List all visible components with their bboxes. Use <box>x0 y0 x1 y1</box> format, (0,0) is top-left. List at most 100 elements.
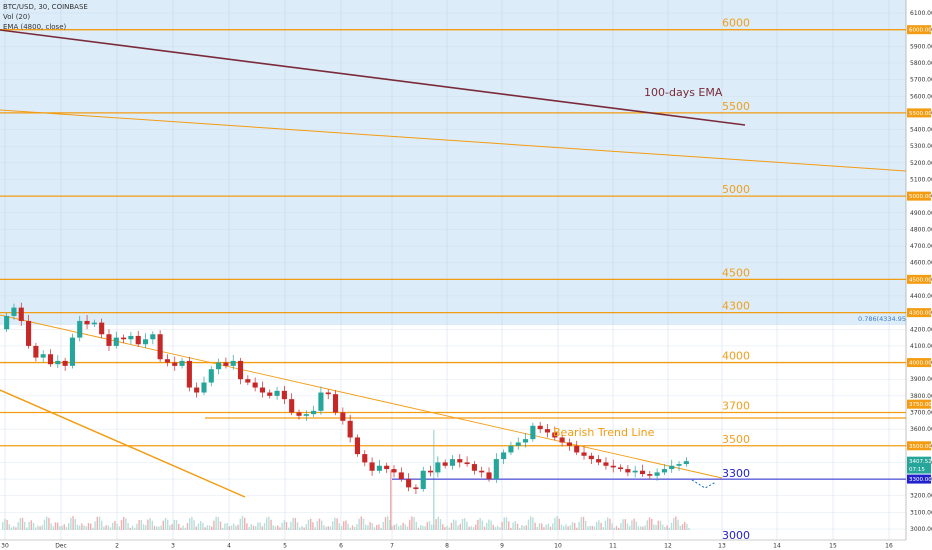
x-tick-10: 10 <box>554 543 562 550</box>
volume-bars <box>2 430 690 530</box>
fib-annotation: 0.786(4334.95) <box>858 315 909 323</box>
volume-bar <box>15 527 17 530</box>
x-tick-4: 4 <box>227 543 231 550</box>
candle-body-59 <box>435 462 441 473</box>
volume-bar <box>250 524 252 530</box>
volume-bar <box>681 524 684 530</box>
volume-bar <box>325 526 327 530</box>
volume-bar <box>43 519 46 530</box>
price-tag-7 <box>907 441 931 451</box>
volume-bar <box>347 523 349 530</box>
volume-bar <box>437 516 439 530</box>
candle-body-67 <box>493 459 499 480</box>
candle-body-73 <box>537 425 543 430</box>
volume-bar <box>382 521 384 530</box>
volume-bar <box>626 523 629 530</box>
candle-body-21 <box>157 334 163 360</box>
volume-bar <box>624 519 626 530</box>
volume-bar <box>593 526 596 530</box>
candle-body-58 <box>427 470 434 473</box>
volume-bar <box>380 527 382 530</box>
volume-bar <box>92 527 94 530</box>
candle-body-9 <box>69 337 75 366</box>
candle-body-72 <box>530 425 536 440</box>
volume-bar <box>59 526 61 530</box>
volume-bar <box>560 524 563 530</box>
volume-bar <box>345 520 347 530</box>
volume-bar <box>587 526 589 530</box>
candle-body-26 <box>194 387 200 393</box>
volume-bar <box>103 526 105 530</box>
candle-body-57 <box>420 470 426 490</box>
volume-bar <box>107 525 109 530</box>
level-label-6000: 6000 <box>722 17 750 30</box>
volume-bar <box>497 525 499 530</box>
candle-body-60 <box>442 462 448 466</box>
long-trend-line <box>0 109 907 172</box>
volume-bar <box>327 526 329 530</box>
candle-body-88 <box>647 474 653 476</box>
volume-bar <box>48 517 50 530</box>
candle-body-44 <box>325 392 331 395</box>
volume-bar <box>387 516 389 530</box>
ema-line <box>0 29 746 126</box>
volume-bar <box>2 522 4 530</box>
volume-bar <box>662 524 664 530</box>
candle-body-48 <box>354 437 361 455</box>
volume-bar <box>46 516 48 530</box>
candle-body-45 <box>332 394 339 413</box>
volume-bar <box>233 523 235 530</box>
volume-bar <box>439 519 442 530</box>
candle-body-19 <box>142 339 149 345</box>
volume-bar <box>70 517 72 530</box>
volume-bar <box>395 523 398 530</box>
volume-bar <box>180 527 182 530</box>
volume-bar <box>257 522 259 530</box>
x-tick-30: 30 <box>1 543 9 550</box>
candle-body-83 <box>610 465 616 468</box>
price-tag-label-5: 4000.00 <box>909 361 932 367</box>
volume-bar <box>195 526 197 530</box>
volume-bar <box>90 523 92 530</box>
volume-bar <box>83 525 85 530</box>
volume-bar <box>565 524 567 530</box>
volume-bar <box>235 525 237 530</box>
volume-bar <box>164 517 167 530</box>
x-tick-14: 14 <box>773 543 781 550</box>
volume-bar <box>488 519 490 530</box>
volume-bar <box>215 516 217 530</box>
volume-bar <box>109 527 112 530</box>
price-tag-label-4: 4300.00 <box>909 311 932 317</box>
candle-body-81 <box>596 459 602 463</box>
volume-bar <box>673 517 675 530</box>
volume-bar <box>563 526 565 530</box>
volume-bar <box>479 517 481 530</box>
volume-bar <box>17 522 19 530</box>
volume-bar <box>283 520 285 530</box>
legend-volume: Vol (20) <box>3 13 30 21</box>
volume-bar <box>312 522 314 530</box>
volume-bar <box>492 524 494 530</box>
volume-bar <box>651 518 653 530</box>
volume-bar <box>228 526 230 530</box>
volume-bar <box>13 525 15 530</box>
volume-bar <box>158 526 160 530</box>
candle-body-82 <box>603 462 609 466</box>
x-tick-9: 9 <box>500 543 504 550</box>
volume-bar <box>281 522 283 530</box>
candle-body-51 <box>376 465 382 471</box>
y-tick-5100: 5100.00 <box>910 176 932 183</box>
volume-bar <box>68 523 70 530</box>
volume-bar <box>277 525 279 530</box>
time-axis-background <box>0 540 906 550</box>
volume-bar <box>127 523 129 530</box>
upper-zone-background <box>0 0 906 325</box>
volume-bar <box>244 517 246 530</box>
volume-bar <box>299 527 301 530</box>
volume-bar <box>217 516 219 530</box>
volume-bar <box>279 527 281 530</box>
volume-bar <box>666 525 668 530</box>
volume-bar <box>477 519 479 530</box>
volume-bar <box>541 523 543 530</box>
